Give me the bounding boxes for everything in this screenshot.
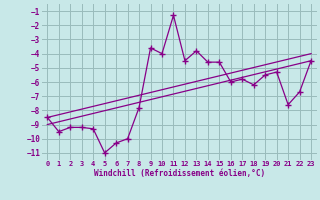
X-axis label: Windchill (Refroidissement éolien,°C): Windchill (Refroidissement éolien,°C)	[94, 169, 265, 178]
